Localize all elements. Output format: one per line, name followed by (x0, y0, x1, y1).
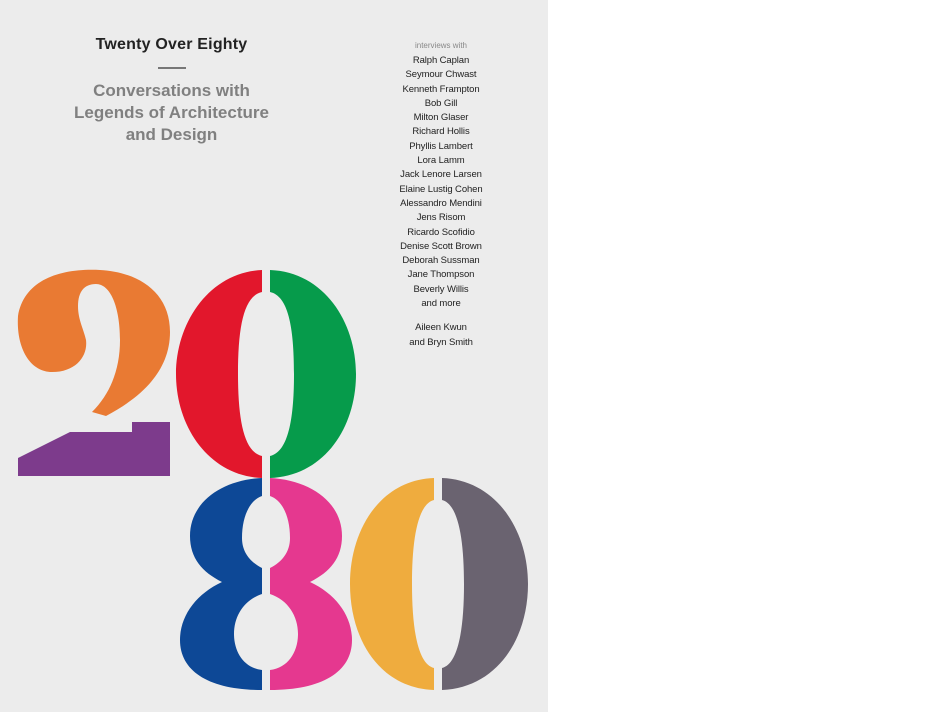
digit-zero-2-right-half (442, 478, 528, 690)
interviewee-name: Alessandro Mendini (400, 197, 482, 209)
author-credit: Aileen Kwun and Bryn Smith (378, 321, 504, 350)
subtitle-line: Conversations with (93, 81, 250, 100)
interviewee-name: Ricardo Scofidio (407, 226, 475, 238)
interviewee-name: Denise Scott Brown (400, 240, 482, 252)
interviewee-name: Kenneth Frampton (402, 83, 480, 95)
digit-two-base (18, 422, 170, 476)
interviewee-name: Jens Risom (416, 212, 466, 224)
interviewee-name: Jack Lenore Larsen (400, 169, 482, 181)
digit-zero-right-half (270, 270, 356, 478)
subtitle-line: and Design (125, 125, 218, 144)
book-title: Twenty Over Eighty (95, 36, 248, 53)
digit-zero-2-left-half (350, 478, 434, 690)
interviewee-list: interviews with Ralph Caplan Seymour Chw… (378, 41, 504, 350)
interviewee-name: Bob Gill (424, 97, 458, 109)
subtitle-line: Legends of Architecture (74, 103, 269, 122)
interviewee-name: Lora Lamm (417, 155, 465, 167)
interviewee-name: Jane Thompson (407, 269, 475, 281)
digit-zero-left-half (176, 270, 262, 478)
interviewee-name: Deborah Sussman (402, 255, 480, 267)
book-cover: Twenty Over Eighty Conversations with Le… (0, 0, 548, 712)
interviewee-name: Ralph Caplan (412, 55, 470, 66)
interviewee-name: Elaine Lustig Cohen (399, 183, 483, 195)
interviewee-name: Seymour Chwast (405, 69, 477, 81)
interviewee-name: Richard Hollis (412, 126, 470, 138)
numerals-2080-graphic (17, 269, 528, 690)
author-name: and Bryn Smith (409, 336, 473, 348)
digit-eight-left-half (180, 478, 262, 690)
interviewee-name: Phyllis Lambert (409, 140, 473, 152)
book-subtitle: Conversations with Legends of Architectu… (40, 80, 303, 146)
interviewee-name: and more (421, 298, 461, 310)
digit-eight-right-half (270, 478, 352, 690)
interviewee-name: Beverly Willis (413, 283, 469, 295)
interviewee-name: Milton Glaser (413, 112, 469, 124)
interviews-intro: interviews with (414, 41, 467, 50)
digit-two-bowl (17, 269, 170, 416)
title-divider (158, 67, 186, 69)
author-name: Aileen Kwun (415, 322, 467, 334)
